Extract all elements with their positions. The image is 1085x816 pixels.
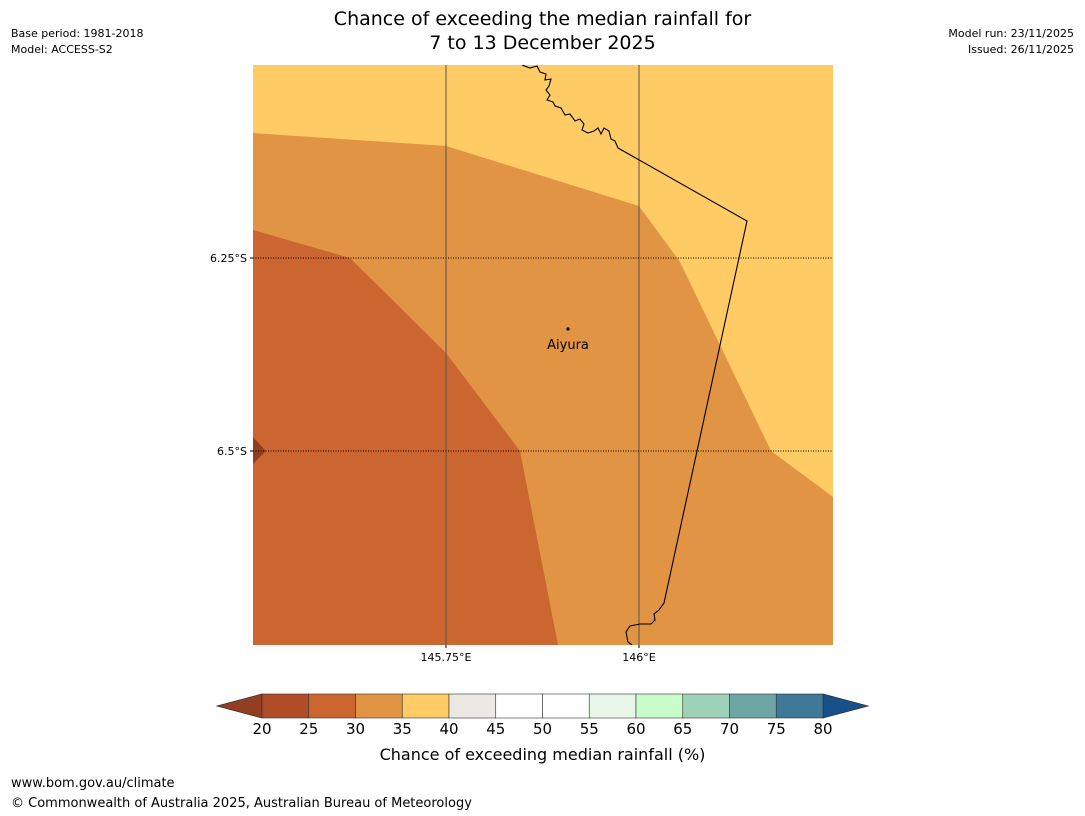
meta-left: Base period: 1981-2018 Model: ACCESS-S2 [11,26,143,58]
colorbar-bin-20-25 [261,693,310,719]
zone-below-20-percent [253,437,266,464]
colorbar-tick-35: 35 [393,720,412,738]
colorbar-bin-65-70 [682,693,730,719]
model-run-text: Model run: 23/11/2025 [948,27,1074,40]
colorbar: 20 25 30 35 40 45 50 55 60 65 70 75 80 [215,693,870,738]
colorbar-bin-60-65 [635,693,684,719]
meta-right: Model run: 23/11/2025 Issued: 26/11/2025 [948,26,1074,58]
colorbar-bin-50-55 [542,693,590,719]
colorbar-tick-75: 75 [767,720,786,738]
aiyura-label: Aiyura [547,338,589,353]
colorbar-bin-30-35 [355,693,403,719]
colorbar-tick-55: 55 [580,720,599,738]
lat-label-6-25: 6.25°S [210,252,247,265]
colorbar-bin-75-80 [775,693,824,719]
colorbar-under-arrow [215,693,263,719]
colorbar-tick-40: 40 [439,720,458,738]
map-title: Chance of exceeding the median rainfall … [0,7,1085,55]
title-line-2: 7 to 13 December 2025 [429,32,656,54]
colorbar-tick-30: 30 [346,720,365,738]
model-text: Model: ACCESS-S2 [11,43,113,56]
zone-25-30-percent [253,230,558,645]
colorbar-bin-70-75 [729,693,777,719]
aiyura-marker [566,327,570,331]
colorbar-tick-70: 70 [720,720,739,738]
colorbar-tick-20: 20 [252,720,271,738]
colorbar-tick-50: 50 [533,720,552,738]
issued-text: Issued: 26/11/2025 [967,43,1074,56]
colorbar-over-arrow [822,693,870,719]
colorbar-tick-60: 60 [626,720,645,738]
lat-label-6-5: 6.5°S [217,445,247,458]
title-line-1: Chance of exceeding the median rainfall … [333,8,752,30]
colorbar-tick-65: 65 [673,720,692,738]
colorbar-bin-45-50 [495,693,543,719]
colorbar-tick-25: 25 [299,720,318,738]
colorbar-tick-80: 80 [813,720,832,738]
colorbar-bin-35-40 [401,693,450,719]
footer: www.bom.gov.au/climate © Commonwealth of… [11,774,472,814]
colorbar-bin-40-45 [448,693,497,719]
footer-copyright: © Commonwealth of Australia 2025, Austra… [11,796,472,811]
colorbar-bin-55-60 [588,693,637,719]
rainfall-map: Aiyura [253,65,833,645]
lon-label-146: 146°E [622,651,655,664]
colorbar-bin-25-30 [308,693,356,719]
province-boundary [521,65,748,645]
colorbar-tick-45: 45 [486,720,505,738]
footer-url[interactable]: www.bom.gov.au/climate [11,776,175,791]
base-period-text: Base period: 1981-2018 [11,27,144,40]
colorbar-label: Chance of exceeding median rainfall (%) [379,745,706,764]
lon-label-145-75: 145.75°E [421,651,472,664]
